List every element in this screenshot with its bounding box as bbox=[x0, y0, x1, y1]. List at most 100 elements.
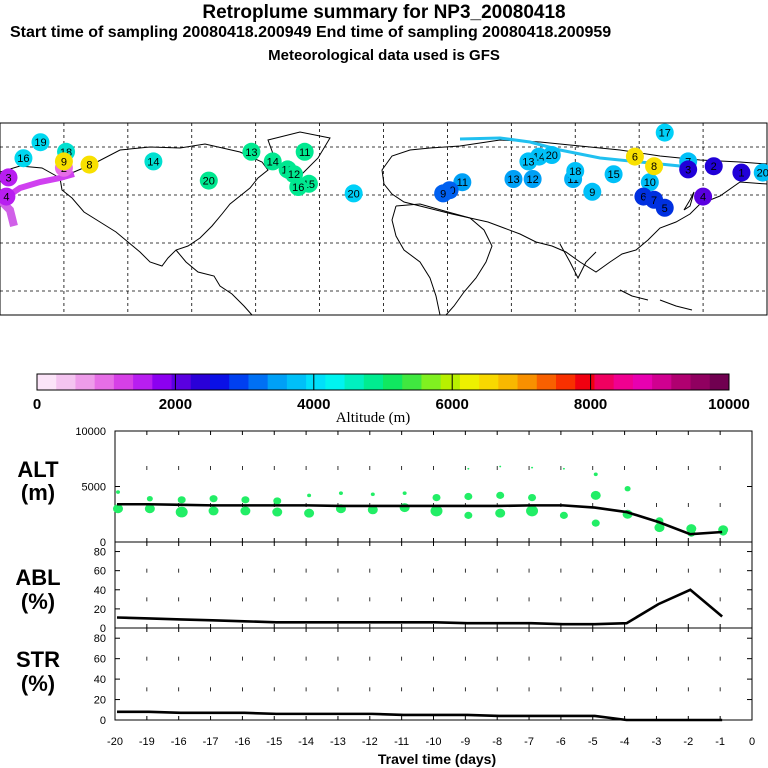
trajectory-day-label: 5 bbox=[662, 203, 668, 215]
colorbar-cell bbox=[459, 374, 480, 390]
colorbar-cell bbox=[383, 374, 403, 390]
colorbar-cell bbox=[440, 374, 461, 390]
trajectory-day-label: 8 bbox=[86, 160, 92, 172]
trajectory-day-label: 4 bbox=[700, 192, 706, 204]
trajectory-dot bbox=[289, 178, 308, 196]
trajectory-marker: 14 bbox=[144, 152, 163, 171]
colorbar: 0 2000 4000 6000 8000 10000 Altitude (m) bbox=[33, 373, 750, 426]
trajectory-dot bbox=[655, 123, 674, 142]
alt-point bbox=[208, 506, 219, 516]
trajectory-dot bbox=[504, 170, 523, 188]
trajectory-day-label: 9 bbox=[61, 156, 67, 168]
alt-point bbox=[531, 466, 534, 469]
trajectory-day-label: 16 bbox=[292, 182, 304, 194]
colorbar-cell bbox=[56, 374, 76, 390]
y-tick-label: 60 bbox=[94, 654, 106, 666]
trajectory-dot bbox=[295, 142, 314, 161]
trajectory-marker: 9 bbox=[54, 152, 73, 171]
trajectory-dot bbox=[199, 171, 218, 190]
trajectory-day-label: 17 bbox=[659, 128, 671, 140]
x-tick-label: -17 bbox=[203, 736, 219, 748]
trajectory-dot bbox=[80, 155, 99, 174]
trajectory-dot bbox=[655, 198, 674, 217]
alt-point bbox=[240, 506, 251, 516]
x-tick-label: -15 bbox=[266, 736, 282, 748]
alt-point bbox=[464, 511, 473, 519]
trajectory-marker: 19 bbox=[31, 133, 50, 152]
trajectory-day-label: 6 bbox=[632, 152, 638, 164]
colorbar-tick-label: 0 bbox=[33, 396, 41, 413]
colorbar-tick-label: 8000 bbox=[574, 396, 607, 413]
alt-point bbox=[370, 492, 375, 497]
trajectory-marker: 4 bbox=[694, 187, 713, 206]
colorbar-cell bbox=[652, 374, 672, 390]
series-line bbox=[116, 588, 723, 626]
alt-point bbox=[307, 493, 312, 498]
trajectory-marker: 20 bbox=[542, 146, 561, 164]
colorbar-cell bbox=[556, 374, 576, 390]
alt-point bbox=[591, 519, 600, 527]
alt-point bbox=[209, 495, 218, 503]
trajectory-dot bbox=[604, 165, 623, 184]
trajectory-marker: 16 bbox=[289, 178, 308, 196]
colorbar-cell bbox=[594, 374, 615, 390]
x-tick-label: -7 bbox=[524, 736, 534, 748]
y-tick-label: 20 bbox=[94, 604, 106, 616]
colorbar-cell bbox=[613, 374, 634, 390]
x-tick-label: -1 bbox=[715, 736, 725, 748]
colorbar-cell bbox=[190, 374, 211, 390]
trajectory-day-label: 11 bbox=[457, 177, 468, 189]
trajectory-marker: 8 bbox=[645, 157, 664, 176]
trajectory-marker: 16 bbox=[14, 149, 33, 168]
alt-point bbox=[399, 503, 410, 513]
colorbar-cell bbox=[37, 374, 57, 390]
y-tick-label: 40 bbox=[94, 674, 106, 686]
trajectory-day-label: 20 bbox=[348, 188, 360, 200]
trajectory-marker: 13 bbox=[242, 142, 261, 161]
trajectory-marker: 11 bbox=[295, 142, 314, 161]
y-tick-label: 10000 bbox=[75, 426, 106, 438]
colorbar-cell bbox=[632, 374, 653, 390]
y-tick-label: 80 bbox=[94, 633, 106, 645]
sampling-times: Start time of sampling 20080418.200949 E… bbox=[10, 24, 612, 41]
str-label: STR bbox=[16, 647, 60, 672]
y-tick-label: 80 bbox=[94, 547, 106, 559]
alt-point bbox=[338, 491, 343, 495]
trajectory-day-label: 1 bbox=[738, 168, 744, 180]
colorbar-cell bbox=[171, 374, 192, 390]
colorbar-cell bbox=[229, 374, 249, 390]
alt-label: ALT bbox=[17, 457, 59, 482]
colorbar-cell bbox=[94, 374, 115, 390]
trajectory-dot bbox=[54, 152, 73, 171]
alt-point bbox=[467, 467, 470, 470]
alt-point bbox=[175, 506, 188, 518]
colorbar-tick-label: 4000 bbox=[297, 396, 330, 413]
x-tick-label: -3 bbox=[652, 736, 662, 748]
y-tick-label: 0 bbox=[100, 715, 106, 727]
colorbar-cell bbox=[517, 374, 538, 390]
x-tick-label: -16 bbox=[234, 736, 250, 748]
trajectory-dot bbox=[31, 133, 50, 152]
trajectory-day-label: 4 bbox=[3, 192, 9, 204]
trajectory-dot bbox=[263, 152, 282, 171]
alt-point bbox=[144, 504, 155, 514]
colorbar-cell bbox=[286, 374, 307, 390]
abl-label: ABL bbox=[15, 565, 60, 590]
trajectory-day-label: 14 bbox=[147, 156, 159, 168]
alt-point bbox=[146, 496, 153, 502]
trajectory-day-label: 6 bbox=[640, 192, 646, 204]
trajectory-dot bbox=[704, 157, 723, 176]
trajectory-marker: 20 bbox=[199, 171, 218, 190]
colorbar-cell bbox=[210, 374, 230, 390]
page-title: Retroplume summary for NP3_20080418 bbox=[202, 2, 566, 23]
trajectory-marker: 15 bbox=[604, 165, 623, 184]
x-tick-label: -12 bbox=[362, 736, 378, 748]
colorbar-cell bbox=[306, 374, 326, 390]
alt-point bbox=[402, 491, 407, 495]
trajectory-day-label: 10 bbox=[644, 177, 656, 189]
x-tick-label: -8 bbox=[492, 736, 502, 748]
x-tick-label: -2 bbox=[683, 736, 693, 748]
y-tick-label: 60 bbox=[94, 566, 106, 578]
colorbar-cell bbox=[575, 374, 595, 390]
trajectory-day-label: 14 bbox=[267, 156, 279, 168]
